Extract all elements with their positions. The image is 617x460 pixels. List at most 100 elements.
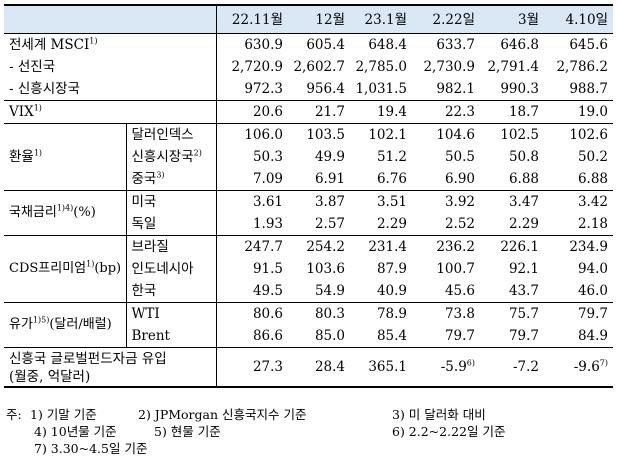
- row-sublabel: 브라질: [126, 235, 217, 258]
- cell: 54.9: [314, 283, 345, 299]
- cell: 3.42: [544, 190, 613, 213]
- cell: 990.3: [500, 81, 539, 97]
- cell: 3.61: [216, 190, 288, 213]
- col-header: 3월: [480, 4, 544, 34]
- cell: 85.0: [314, 328, 345, 344]
- cell: 6.76: [376, 171, 407, 187]
- cell: 104.6: [412, 123, 480, 146]
- cell: 79.7: [444, 328, 475, 344]
- cell: 2.57: [314, 216, 345, 232]
- footnote: 2) JPMorgan 신흥국지수 기준: [138, 407, 307, 422]
- cell: 92.1: [508, 261, 539, 277]
- cell: 2.52: [444, 216, 475, 232]
- cell: 27.3: [216, 347, 288, 388]
- footnote: 1) 기말 기준: [30, 407, 97, 422]
- footnotes: 주: 1) 기말 기준 2) JPMorgan 신흥국지수 기준 3) 미 달러…: [6, 406, 612, 457]
- cell: 50.8: [508, 149, 539, 165]
- cell: 20.6: [216, 100, 288, 124]
- cell: 234.9: [544, 235, 613, 258]
- cell: 7.09: [252, 171, 283, 187]
- cell: 40.9: [376, 283, 407, 299]
- row-label: VIX1): [4, 100, 217, 124]
- row-label: 전세계 MSCI1): [4, 33, 217, 56]
- cell: 86.6: [252, 328, 283, 344]
- cell: -7.2: [480, 347, 544, 388]
- cell: 85.4: [376, 328, 407, 344]
- cell: 49.9: [314, 149, 345, 165]
- table-row: - 신흥시장국 972.3 956.4 1,031.5 982.1 990.3 …: [4, 78, 613, 101]
- cell: 231.4: [350, 235, 412, 258]
- cell: 73.8: [412, 302, 480, 325]
- cell: 2,730.9: [423, 59, 475, 75]
- cell: 2,786.2: [556, 59, 608, 75]
- col-header: 4.10일: [544, 4, 613, 34]
- table-row: CDS프리미엄1)(bp) 브라질 247.7 254.2 231.4 236.…: [4, 235, 613, 303]
- header-corner: [4, 4, 217, 34]
- cell: 956.4: [306, 81, 345, 97]
- cell: 91.5: [252, 261, 283, 277]
- cell: 102.1: [350, 123, 412, 146]
- cell: 630.9: [216, 33, 288, 56]
- table-row: 중국3) 7.09 6.91 6.76 6.90 6.88 6.88: [4, 168, 613, 191]
- cell: 982.1: [436, 81, 475, 97]
- group-label: 국채금리1)4)(%): [4, 190, 127, 236]
- cell: 80.3: [288, 302, 350, 325]
- cell: 2.18: [577, 216, 608, 232]
- footnote: 6) 2.2~2.22일 기준: [392, 424, 506, 439]
- cell: 2,720.9: [231, 59, 283, 75]
- cell: 43.7: [508, 283, 539, 299]
- cell: 633.7: [412, 33, 480, 56]
- row-label: - 신흥시장국: [4, 78, 217, 101]
- footnote: 7) 3.30~4.5일 기준: [34, 441, 148, 456]
- cell: 84.9: [577, 328, 608, 344]
- footnote-line: 주: 1) 기말 기준 2) JPMorgan 신흥국지수 기준 3) 미 달러…: [6, 406, 612, 423]
- cell: 51.2: [376, 149, 407, 165]
- cell: 972.3: [244, 81, 283, 97]
- table-row: 유가1)5)(달러/배럴) WTI 80.6 80.3 78.9 73.8 75…: [4, 302, 613, 348]
- cell: 3.51: [350, 190, 412, 213]
- cell: 19.0: [544, 100, 613, 124]
- cell: 247.7: [216, 235, 288, 258]
- cell: 3.87: [288, 190, 350, 213]
- cell: 21.7: [288, 100, 350, 124]
- table-row: 신흥국 글로벌펀드자금 유입 (월중, 억달러) 27.3 28.4 365.1 …: [4, 347, 613, 388]
- cell: 3.92: [412, 190, 480, 213]
- cell: 254.2: [288, 235, 350, 258]
- table-row: 한국 49.5 54.9 40.9 45.6 43.7 46.0: [4, 280, 613, 303]
- col-header: 22.11월: [216, 4, 288, 34]
- footnote: 3) 미 달러화 대비: [392, 407, 486, 422]
- cell: 236.2: [412, 235, 480, 258]
- row-sublabel: 미국: [126, 190, 217, 213]
- cell: 102.5: [480, 123, 544, 146]
- cell: 2.29: [508, 216, 539, 232]
- cell: 648.4: [350, 33, 412, 56]
- table-row: - 선진국 2,720.9 2,602.7 2,785.0 2,730.9 2,…: [4, 56, 613, 78]
- cell: 6.90: [444, 171, 475, 187]
- cell: 50.2: [577, 149, 608, 165]
- cell: 75.7: [480, 302, 544, 325]
- cell: 605.4: [288, 33, 350, 56]
- cell: 103.5: [288, 123, 350, 146]
- row-sublabel: 독일: [126, 213, 217, 236]
- table-row: 전세계 MSCI1) 630.9 605.4 648.4 633.7 646.8…: [4, 33, 613, 56]
- cell: 102.6: [544, 123, 613, 146]
- cell: 365.1: [350, 347, 412, 388]
- row-sublabel: Brent: [126, 325, 217, 348]
- row-sublabel: 중국3): [126, 168, 217, 191]
- cell: -5.96): [412, 347, 480, 388]
- cell: 2,602.7: [293, 59, 345, 75]
- row-sublabel: WTI: [126, 302, 217, 325]
- cell: 3.47: [480, 190, 544, 213]
- footnote-lead: 주:: [6, 407, 22, 422]
- cell: 106.0: [216, 123, 288, 146]
- row-sublabel: 인도네시아: [126, 258, 217, 280]
- cell: 94.0: [577, 261, 608, 277]
- table-row: 독일 1.93 2.57 2.29 2.52 2.29 2.18: [4, 213, 613, 236]
- cell: 2.29: [376, 216, 407, 232]
- row-label: 신흥국 글로벌펀드자금 유입 (월중, 억달러): [4, 347, 217, 388]
- cell: -9.67): [544, 347, 613, 388]
- table-row: 환율1) 달러인덱스 106.0 103.5 102.1 104.6 102.5…: [4, 123, 613, 191]
- table-row: 국채금리1)4)(%) 미국 3.61 3.87 3.51 3.92 3.47 …: [4, 190, 613, 236]
- cell: 79.7: [508, 328, 539, 344]
- cell: 100.7: [436, 261, 475, 277]
